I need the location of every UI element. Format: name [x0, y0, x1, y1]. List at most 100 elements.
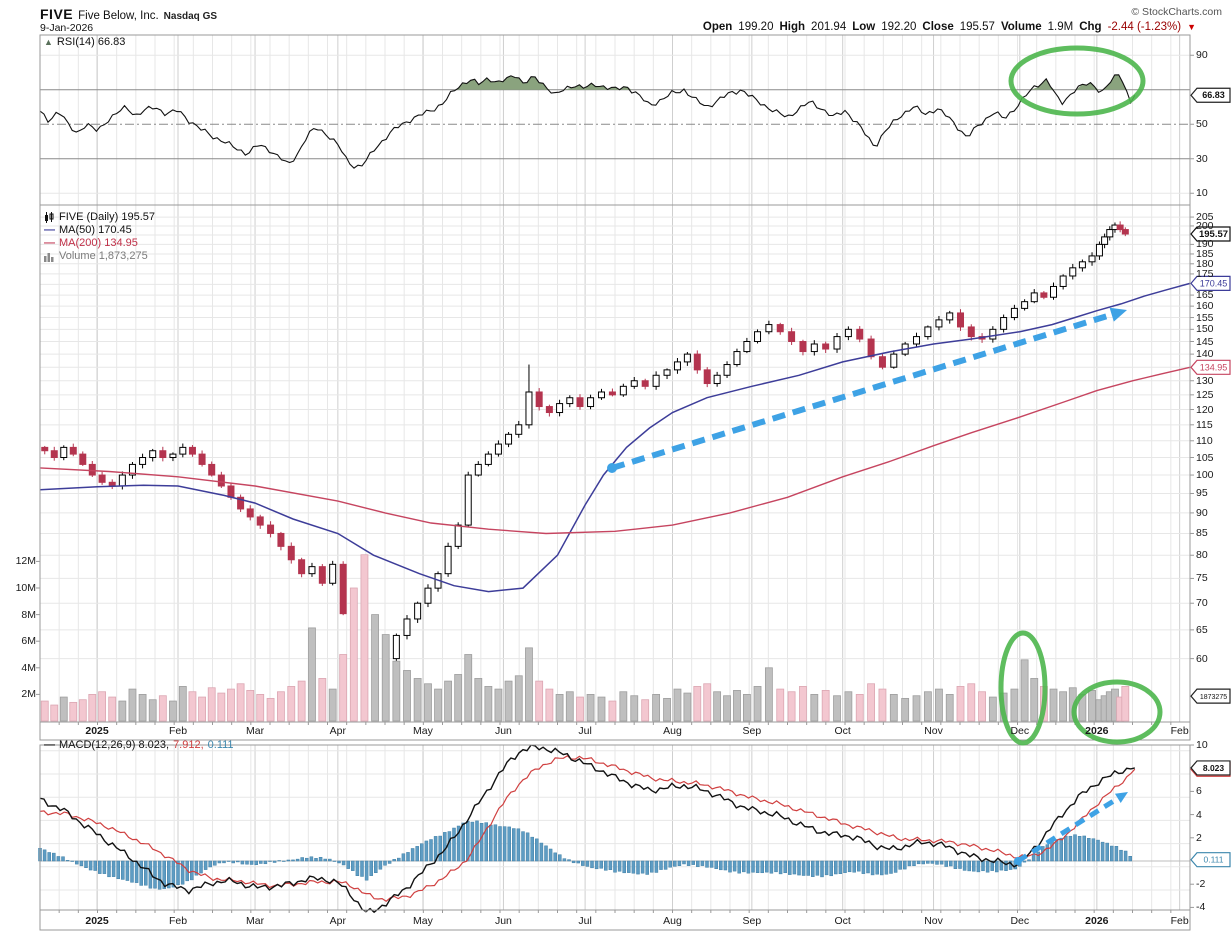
price-axis-label: 80 [1196, 549, 1208, 562]
rsi-axis-label: 10 [1196, 187, 1208, 200]
month-label-price: Jun [494, 725, 512, 737]
macd-legend: — MACD(12,26,9) 8.023, 7.912, 0.111 [44, 739, 234, 752]
open-value: 199.20 [738, 21, 774, 33]
price-axis-label: 125 [1196, 388, 1214, 401]
volume-axis-label: 10M [15, 582, 36, 594]
price-axis-label: 115 [1196, 418, 1213, 431]
month-label-macd: Feb [1170, 915, 1189, 927]
month-label-macd: 2025 [85, 915, 109, 927]
month-label-macd: Mar [246, 915, 265, 927]
price-legend-symbol: FIVE (Daily) 195.57 [59, 211, 155, 223]
svg-text:8.023: 8.023 [1203, 763, 1225, 773]
volume-bars-icon [44, 252, 54, 262]
price-axis-label: 175 [1196, 267, 1214, 280]
month-label-price: Apr [329, 725, 347, 737]
price-axis-label: 200 [1196, 219, 1214, 232]
price-axis-label: 100 [1196, 469, 1214, 482]
close-value: 195.57 [959, 21, 995, 33]
rsi-area-icon: ▲ [44, 37, 53, 47]
price-axis-label: 130 [1196, 374, 1214, 387]
month-label-macd: Jul [578, 915, 592, 927]
chart-date: 9-Jan-2026 [40, 22, 94, 34]
svg-text:134.95: 134.95 [1200, 362, 1228, 372]
macd-legend-hist: 0.111 [207, 739, 234, 751]
high-label: High [779, 21, 806, 33]
low-label: Low [852, 21, 876, 33]
month-label-macd: Nov [924, 915, 943, 927]
month-label-price: 2025 [85, 725, 109, 737]
month-label-price: Jul [578, 725, 592, 737]
macd-axis-label: 6 [1196, 785, 1202, 798]
svg-text:195.57: 195.57 [1199, 229, 1228, 240]
rsi-axis-label: 30 [1196, 152, 1208, 165]
ticker-symbol: FIVE [40, 6, 74, 22]
month-label-price: Oct [834, 725, 851, 737]
svg-text:0.111: 0.111 [1203, 855, 1223, 865]
month-label-macd: Oct [834, 915, 851, 927]
volume-legend: Volume 1,873,275 [59, 250, 148, 262]
close-label: Close [922, 21, 954, 33]
price-axis-label: 190 [1196, 238, 1214, 251]
volume-axis-label: 12M [15, 555, 36, 568]
macd-axis-label: 4 [1196, 808, 1202, 821]
ma50-legend: MA(50) 170.45 [59, 224, 132, 236]
macd-axis-label: -2 [1196, 878, 1206, 891]
month-label-price: 2026 [1085, 725, 1109, 737]
exchange-name: Nasdaq GS [163, 11, 218, 22]
chg-value: -2.44 (-1.23%) [1107, 21, 1182, 33]
month-label-price: Sep [742, 725, 762, 737]
price-axis-label: 160 [1196, 300, 1214, 313]
price-axis-label: 110 [1196, 434, 1213, 447]
svg-text:1873275: 1873275 [1200, 694, 1227, 701]
price-axis-label: 70 [1196, 597, 1208, 610]
price-axis-label: 145 [1196, 335, 1214, 348]
month-label-price: Nov [924, 725, 943, 737]
ma50-line-icon: — [44, 224, 55, 236]
ma200-legend: MA(200) 134.95 [59, 237, 138, 249]
candlestick-icon [45, 212, 54, 223]
rsi-axis-label: 50 [1196, 118, 1208, 131]
header: FIVE Five Below, Inc. Nasdaq GS [40, 6, 217, 24]
price-axis-label: 205 [1196, 211, 1214, 224]
price-axis-label: 150 [1196, 323, 1214, 336]
rsi-axis-label: 90 [1196, 49, 1208, 62]
price-axis-label: 155 [1196, 311, 1214, 324]
svg-text:170.45: 170.45 [1200, 278, 1228, 288]
price-axis-label: 185 [1196, 247, 1214, 260]
ma200-line-icon: — [44, 237, 55, 249]
month-label-macd: Feb [168, 915, 188, 927]
month-label-price: Feb [168, 725, 188, 737]
high-value: 201.94 [811, 21, 847, 33]
month-label-price: Mar [246, 725, 265, 737]
rsi-legend-text: RSI(14) 66.83 [56, 36, 126, 48]
copyright: © StockCharts.com [1131, 6, 1222, 18]
month-label-price: Aug [663, 725, 682, 737]
volume-value: 1.9M [1047, 21, 1074, 33]
price-axis-label: 65 [1196, 623, 1208, 636]
macd-legend-main: MACD(12,26,9) 8.023, [59, 739, 170, 751]
svg-text:66.83: 66.83 [1202, 90, 1225, 100]
month-label-macd: May [413, 915, 433, 927]
volume-label: Volume [1000, 21, 1042, 33]
volume-axis-label: 4M [21, 661, 36, 674]
low-value: 192.20 [881, 21, 917, 33]
volume-axis-label: 2M [21, 688, 36, 701]
month-label-macd: Apr [329, 915, 347, 927]
price-axis-label: 165 [1196, 289, 1214, 302]
company-name: Five Below, Inc. [78, 10, 159, 22]
price-axis-label: 140 [1196, 348, 1214, 361]
macd-line-icon: — [44, 739, 55, 751]
price-axis-label: 120 [1196, 403, 1214, 416]
price-axis-label: 105 [1196, 451, 1214, 464]
month-label-macd: 2026 [1085, 915, 1109, 927]
price-axis-label: 75 [1196, 572, 1208, 585]
price-legend: FIVE (Daily) 195.57 — MA(50) 170.45 — MA… [44, 211, 155, 263]
volume-axis-label: 6M [21, 635, 36, 648]
macd-legend-signal: 7.912, [173, 739, 204, 751]
month-label-price: Dec [1010, 725, 1030, 737]
month-label-price: May [413, 725, 433, 737]
price-axis-label: 180 [1196, 257, 1214, 270]
price-axis-label: 60 [1196, 652, 1208, 665]
